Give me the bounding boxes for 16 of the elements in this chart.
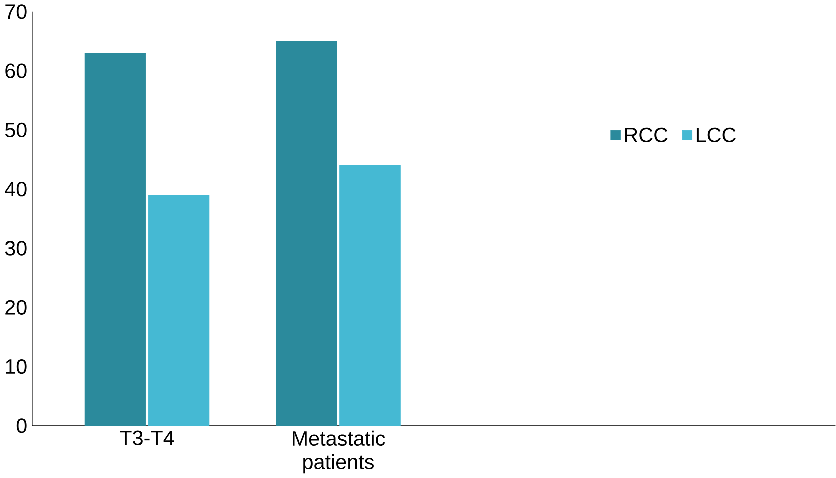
- y-tick-label: 30: [5, 241, 27, 256]
- bar: [276, 41, 338, 426]
- x-tick-label: T3-T4: [120, 430, 174, 446]
- y-tick-label: 20: [6, 300, 27, 315]
- bar: [340, 165, 401, 426]
- y-tick-label: 40: [5, 182, 27, 197]
- y-tick-label: 50: [5, 122, 27, 138]
- bar: [84, 52, 146, 426]
- y-tick-label: 60: [6, 64, 27, 78]
- y-tick-label: 0: [16, 418, 27, 434]
- y-tick-label: 70: [6, 4, 27, 20]
- legend-label: RCC: [625, 128, 668, 142]
- legend-label: LCC: [696, 128, 736, 142]
- x-tick-label: Metastatic patients: [293, 430, 386, 474]
- y-tick-label: 10: [6, 359, 27, 374]
- bar: [148, 194, 210, 426]
